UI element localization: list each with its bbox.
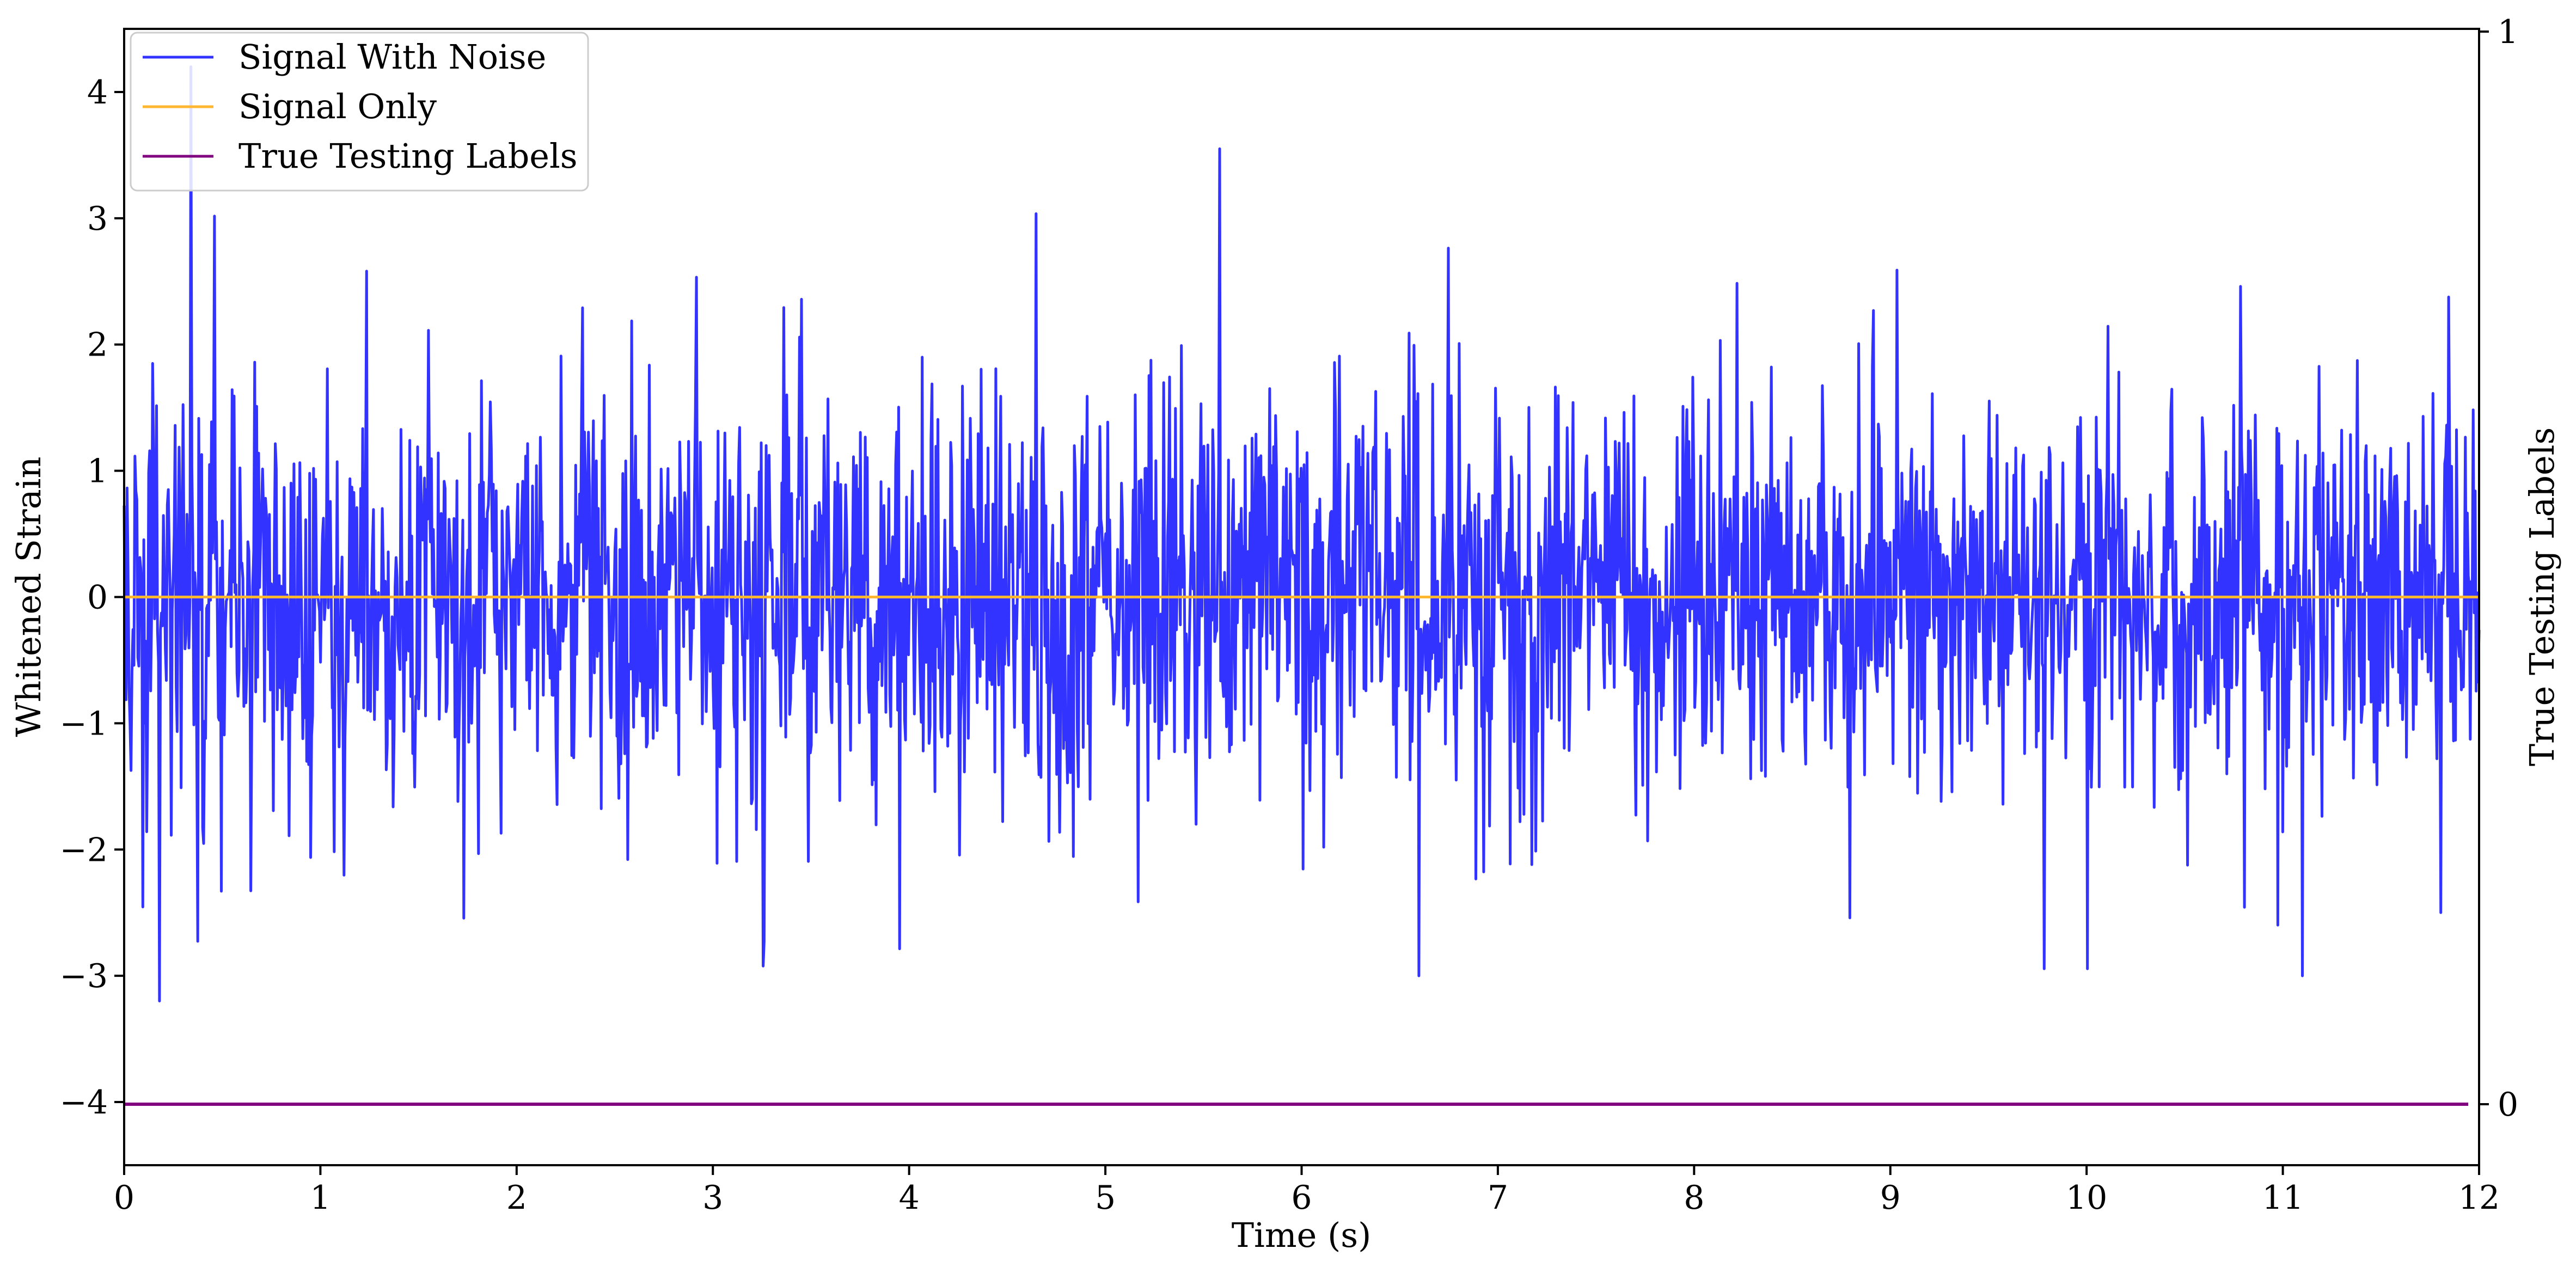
x-tick-label: 5 (1095, 1179, 1116, 1217)
y-tick-label: −2 (60, 831, 108, 869)
series-layer (123, 65, 2481, 1106)
y-tick-label: −1 (60, 705, 108, 743)
legend-label-signal-only: Signal Only (238, 87, 437, 126)
legend: Signal With Noise Signal Only True Testi… (130, 32, 589, 192)
y-tick-label: −3 (60, 957, 108, 995)
x-tick-label: 9 (1880, 1179, 1901, 1217)
x-tick-label: 7 (1488, 1179, 1508, 1217)
y2-tick-label: 1 (2498, 13, 2518, 51)
x-tick-label: 0 (114, 1179, 134, 1217)
series-signal-with-noise (123, 65, 2481, 1002)
y2-axis-label: True Testing Labels (2522, 427, 2562, 767)
y-axis-label: Whitened Strain (9, 457, 48, 737)
x-tick-label: 8 (1684, 1179, 1704, 1217)
x-tick-label: 11 (2262, 1179, 2303, 1217)
y-tick-label: −4 (60, 1084, 108, 1122)
y-tick-label: 0 (87, 579, 108, 617)
x-tick-label: 10 (2066, 1179, 2107, 1217)
y2-tick-label: 0 (2498, 1086, 2518, 1124)
x-tick-label: 1 (310, 1179, 331, 1217)
y-tick-label: 2 (87, 326, 108, 364)
legend-label-true-testing-labels: True Testing Labels (238, 136, 578, 176)
legend-label-signal-with-noise: Signal With Noise (238, 37, 546, 77)
x-tick-label: 3 (702, 1179, 723, 1217)
legend-box (130, 32, 589, 192)
y-tick-label: 3 (87, 200, 108, 238)
x-axis-label: Time (s) (1232, 1215, 1372, 1255)
x-tick-label: 12 (2458, 1179, 2500, 1217)
x-tick-label: 4 (899, 1179, 920, 1217)
x-tick-label: 6 (1291, 1179, 1312, 1217)
y-tick-label: 4 (87, 74, 108, 112)
x-tick-label: 2 (506, 1179, 527, 1217)
y-tick-label: 1 (87, 452, 108, 491)
